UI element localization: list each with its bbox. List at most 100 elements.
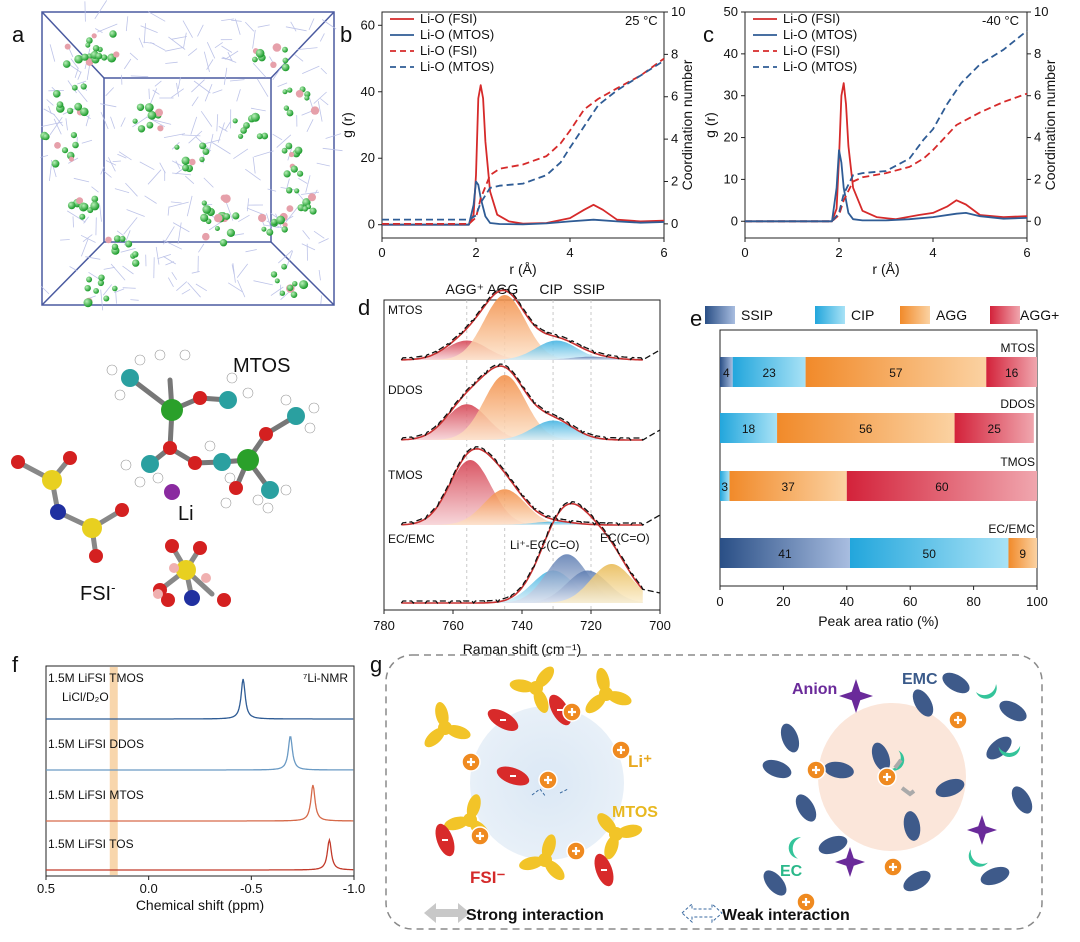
solvent-bond: [294, 54, 304, 62]
anion-atom: [274, 278, 280, 284]
anion-atom: [101, 54, 108, 61]
li-ion-atom: [64, 43, 71, 50]
anion-atom: [199, 156, 205, 163]
anion-atom: [266, 228, 274, 236]
solvent-bond: [320, 67, 327, 75]
solvent-bond: [223, 67, 228, 85]
solvent-bond: [41, 121, 63, 127]
anion-atom: [52, 90, 61, 98]
plot-frame: [719, 329, 1038, 587]
solvent-bond: [187, 48, 198, 57]
anion-atom: [103, 295, 110, 302]
anion-atom: [294, 188, 300, 194]
anion-atom: [95, 52, 103, 60]
legend-label: AGG+: [1020, 307, 1059, 323]
anion-atom: [91, 195, 99, 203]
solvent-bond: [318, 269, 321, 281]
peak-fit-AGG+: [401, 404, 643, 440]
x-axis-label: Peak area ratio (%): [818, 613, 939, 629]
ec-molecule-icon: [888, 750, 905, 771]
anion-atom: [256, 133, 263, 140]
solvent-bond: [74, 68, 79, 79]
emc-molecule-icon: [935, 778, 965, 798]
anion-atom: [62, 60, 71, 68]
top-peak-label: SSIP: [573, 281, 605, 297]
legend-label: Li-O (MTOS): [783, 27, 857, 42]
solvent-bond: [120, 248, 136, 253]
solvent-bond: [206, 59, 214, 70]
fsi-schematic-label: FSI⁻: [470, 868, 505, 887]
y2-tick-label: 2: [1034, 171, 1041, 186]
solvent-bond: [99, 203, 102, 222]
mtos-molecule-icon: [609, 827, 623, 841]
anion-atom: [281, 147, 288, 154]
series-line-0: [382, 84, 665, 226]
mtos-molecule: MTOS: [106, 349, 320, 514]
anion-atom: [299, 280, 309, 290]
bar-value-label: 25: [988, 422, 1002, 436]
solvent-bond: [176, 281, 188, 292]
anion-atom: [302, 206, 309, 212]
nmr-spectrum: [46, 736, 354, 771]
ec-molecule-icon: [968, 849, 988, 867]
x-tick-label: 760: [442, 618, 464, 633]
bar-value-label: 3: [721, 480, 728, 494]
bar-value-label: 18: [742, 422, 756, 436]
mtos-blade: [519, 856, 544, 871]
solvent-bond: [301, 243, 316, 251]
solvent-bond: [126, 209, 145, 217]
y2-tick-label: 10: [1034, 4, 1048, 19]
li-ion-atom: [272, 43, 282, 52]
solvent-bond: [181, 288, 191, 295]
mtos-blade: [435, 702, 449, 727]
li-ion-atom: [189, 158, 196, 166]
emc-molecule-icon: [780, 723, 800, 753]
solvent-bond: [272, 68, 281, 81]
ec-molecule-icon: [788, 837, 801, 859]
solvent-bond: [200, 110, 213, 127]
y2-axis-label: Coordination number: [1042, 59, 1058, 190]
anion-star-icon: [835, 847, 865, 877]
anion-atom: [90, 201, 100, 211]
solvent-bond: [313, 91, 327, 104]
emc-molecule-icon: [818, 835, 848, 855]
panel-e-label: e: [690, 306, 702, 331]
bar-segment-AGG: [1008, 538, 1037, 568]
anion-atom: [250, 112, 260, 122]
mtos-blade: [446, 725, 471, 740]
solvent-bond: [108, 157, 116, 172]
mtos-molecule-icon: [463, 813, 477, 827]
x-axis-label: Chemical shift (ppm): [136, 897, 264, 913]
legend-swatch: [900, 306, 930, 324]
mtos-blade: [604, 835, 619, 860]
emc-label: EMC: [902, 671, 938, 688]
nmr-chart: 0.5 0.0 -0.5 -1.0 Chemical shift (ppm) ⁷Li-NM…: [37, 665, 365, 913]
x-tick-label: 100: [1026, 594, 1048, 609]
x-tick-label: 0: [716, 594, 723, 609]
solvent-bond: [245, 168, 261, 181]
solvent-bond: [139, 161, 155, 171]
solvent-bond: [211, 142, 231, 155]
anion-atom: [281, 263, 287, 270]
emc-molecule-icon: [795, 794, 817, 822]
legend-label: CIP: [851, 307, 874, 323]
plus-icon: [572, 847, 580, 855]
peak-fit-EC(C=O): [401, 564, 643, 603]
solvent-bond: [191, 96, 199, 107]
solvent-bond: [298, 177, 308, 184]
bar-segment-CIP: [720, 413, 778, 443]
plus-icon: [467, 758, 475, 766]
solvent-bond: [43, 108, 56, 116]
bar-segment-AGG+: [986, 357, 1037, 387]
anion-atom: [74, 102, 83, 111]
solvent-bond: [40, 285, 50, 295]
anion-atom: [282, 46, 288, 53]
solvent-bond: [118, 151, 132, 161]
li-ion-atom: [310, 106, 320, 115]
series-line-2: [745, 92, 1028, 223]
solvent-bond: [206, 42, 216, 59]
bar-value-label: 4: [723, 366, 730, 380]
solvent-bond: [125, 16, 129, 32]
y2-tick-label: 10: [671, 4, 685, 19]
emc-molecule-icon: [762, 759, 792, 779]
